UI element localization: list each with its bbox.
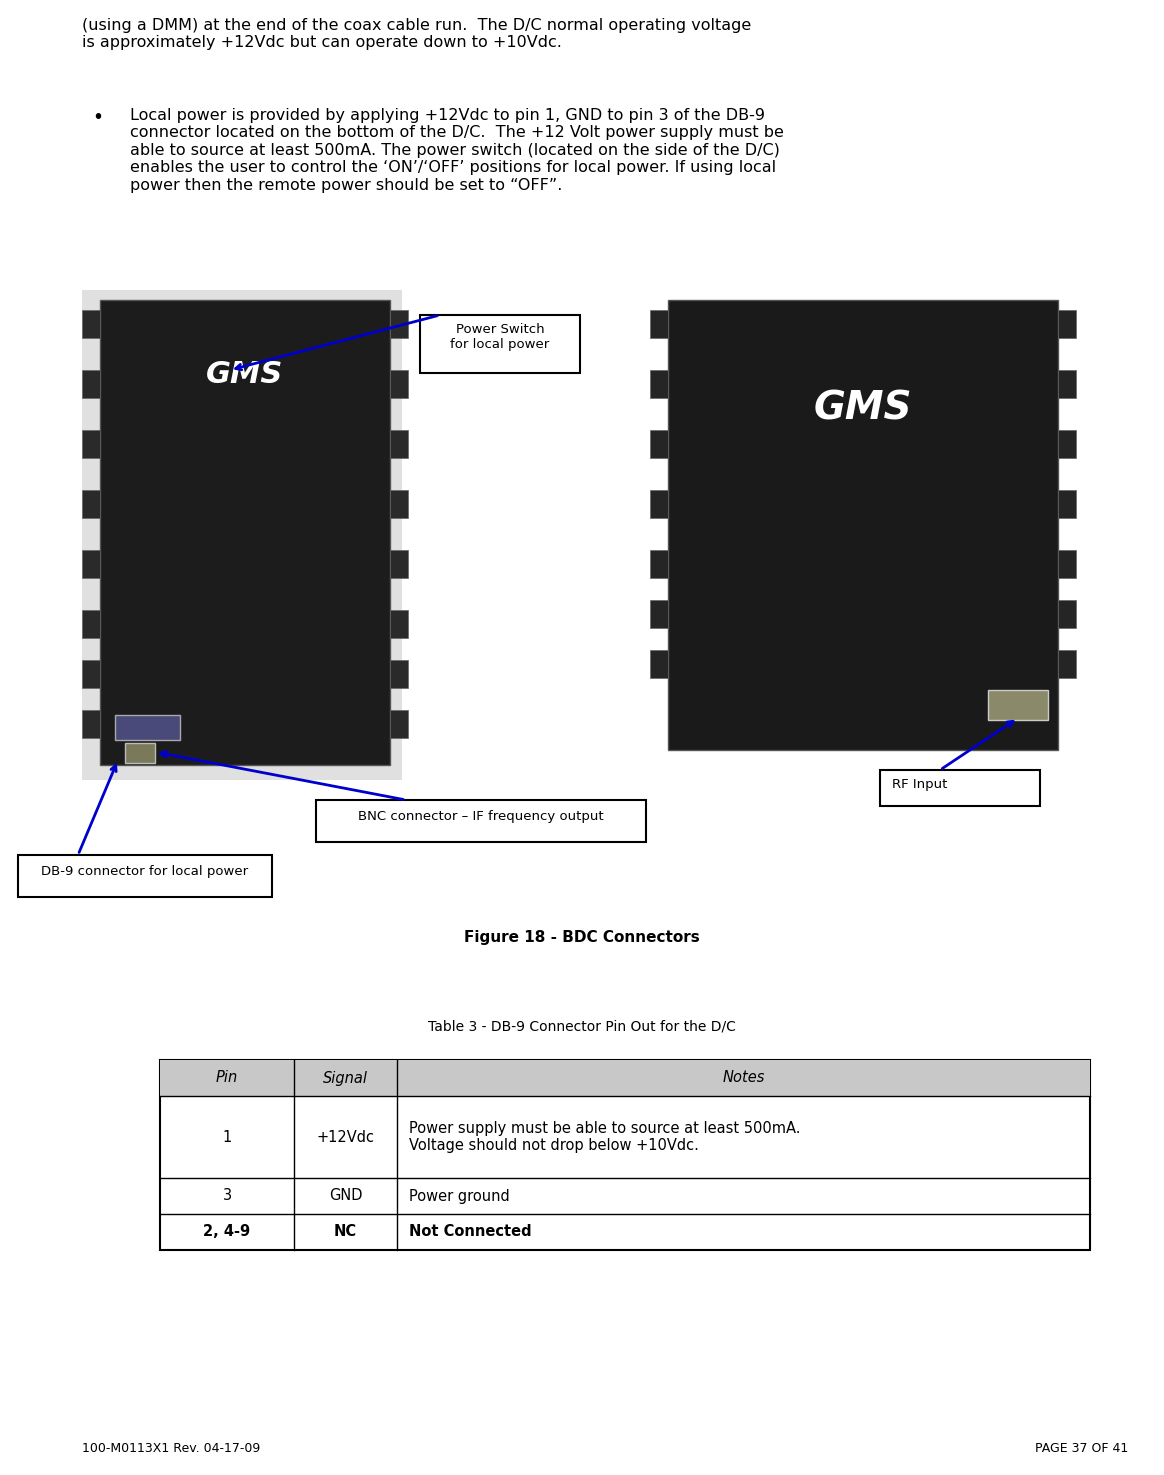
Bar	[159, 1061, 1090, 1096]
Bar	[81, 550, 100, 578]
Text: Notes: Notes	[723, 1071, 765, 1086]
Text: BNC connector – IF frequency output: BNC connector – IF frequency output	[359, 810, 604, 823]
Bar	[420, 316, 580, 373]
Text: Local power is provided by applying +12Vdc to pin 1, GND to pin 3 of the DB-9
co: Local power is provided by applying +12V…	[130, 108, 783, 193]
Text: Signal: Signal	[322, 1071, 368, 1086]
Bar	[17, 855, 272, 897]
Bar	[81, 291, 402, 780]
Text: Power ground: Power ground	[409, 1189, 510, 1204]
Bar	[650, 370, 668, 398]
Text: Power Switch
for local power: Power Switch for local power	[450, 323, 549, 351]
Bar	[1058, 490, 1076, 518]
Bar	[650, 550, 668, 578]
Text: 100-M0113X1 Rev. 04-17-09: 100-M0113X1 Rev. 04-17-09	[81, 1443, 261, 1454]
Bar	[988, 690, 1048, 720]
Text: GMS: GMS	[206, 360, 284, 389]
Bar	[81, 370, 100, 398]
Text: GMS: GMS	[814, 389, 913, 428]
Bar	[81, 709, 100, 738]
Bar	[650, 600, 668, 628]
Bar	[100, 299, 390, 766]
Text: GND: GND	[328, 1189, 362, 1204]
Bar	[81, 611, 100, 639]
Bar	[81, 431, 100, 459]
Text: Pin: Pin	[215, 1071, 239, 1086]
Bar	[125, 743, 155, 763]
Text: PAGE 37 OF 41: PAGE 37 OF 41	[1035, 1443, 1128, 1454]
Bar	[1058, 370, 1076, 398]
Bar	[390, 659, 409, 687]
Text: (using a DMM) at the end of the coax cable run.  The D/C normal operating voltag: (using a DMM) at the end of the coax cab…	[81, 18, 751, 50]
Bar	[1058, 550, 1076, 578]
Text: Not Connected: Not Connected	[409, 1224, 532, 1239]
Bar	[650, 310, 668, 338]
Bar	[81, 490, 100, 518]
Text: DB-9 connector for local power: DB-9 connector for local power	[42, 864, 249, 878]
Bar	[1058, 431, 1076, 459]
Bar	[390, 611, 409, 639]
Text: Power supply must be able to source at least 500mA.
Voltage should not drop belo: Power supply must be able to source at l…	[409, 1121, 801, 1153]
Bar	[1058, 600, 1076, 628]
Bar	[315, 799, 646, 842]
Bar	[390, 490, 409, 518]
Text: RF Input: RF Input	[892, 777, 947, 791]
Text: Table 3 - DB-9 Connector Pin Out for the D/C: Table 3 - DB-9 Connector Pin Out for the…	[428, 1021, 736, 1034]
Bar	[668, 299, 1058, 749]
Text: Figure 18 - BDC Connectors: Figure 18 - BDC Connectors	[464, 931, 700, 945]
Bar	[650, 431, 668, 459]
Bar	[650, 650, 668, 678]
Bar	[390, 370, 409, 398]
Text: +12Vdc: +12Vdc	[317, 1130, 375, 1145]
Bar	[650, 490, 668, 518]
Bar	[390, 431, 409, 459]
Bar	[81, 310, 100, 338]
Text: 3: 3	[222, 1189, 232, 1204]
Bar	[390, 550, 409, 578]
Bar	[390, 709, 409, 738]
Text: •: •	[92, 108, 104, 127]
Bar	[1058, 310, 1076, 338]
Text: NC: NC	[334, 1224, 357, 1239]
Bar	[1058, 650, 1076, 678]
Text: 1: 1	[222, 1130, 232, 1145]
Bar	[390, 310, 409, 338]
Bar	[81, 659, 100, 687]
Text: 2, 4-9: 2, 4-9	[204, 1224, 250, 1239]
Bar	[115, 715, 180, 740]
Bar	[880, 770, 1039, 805]
Bar	[159, 1061, 1090, 1249]
